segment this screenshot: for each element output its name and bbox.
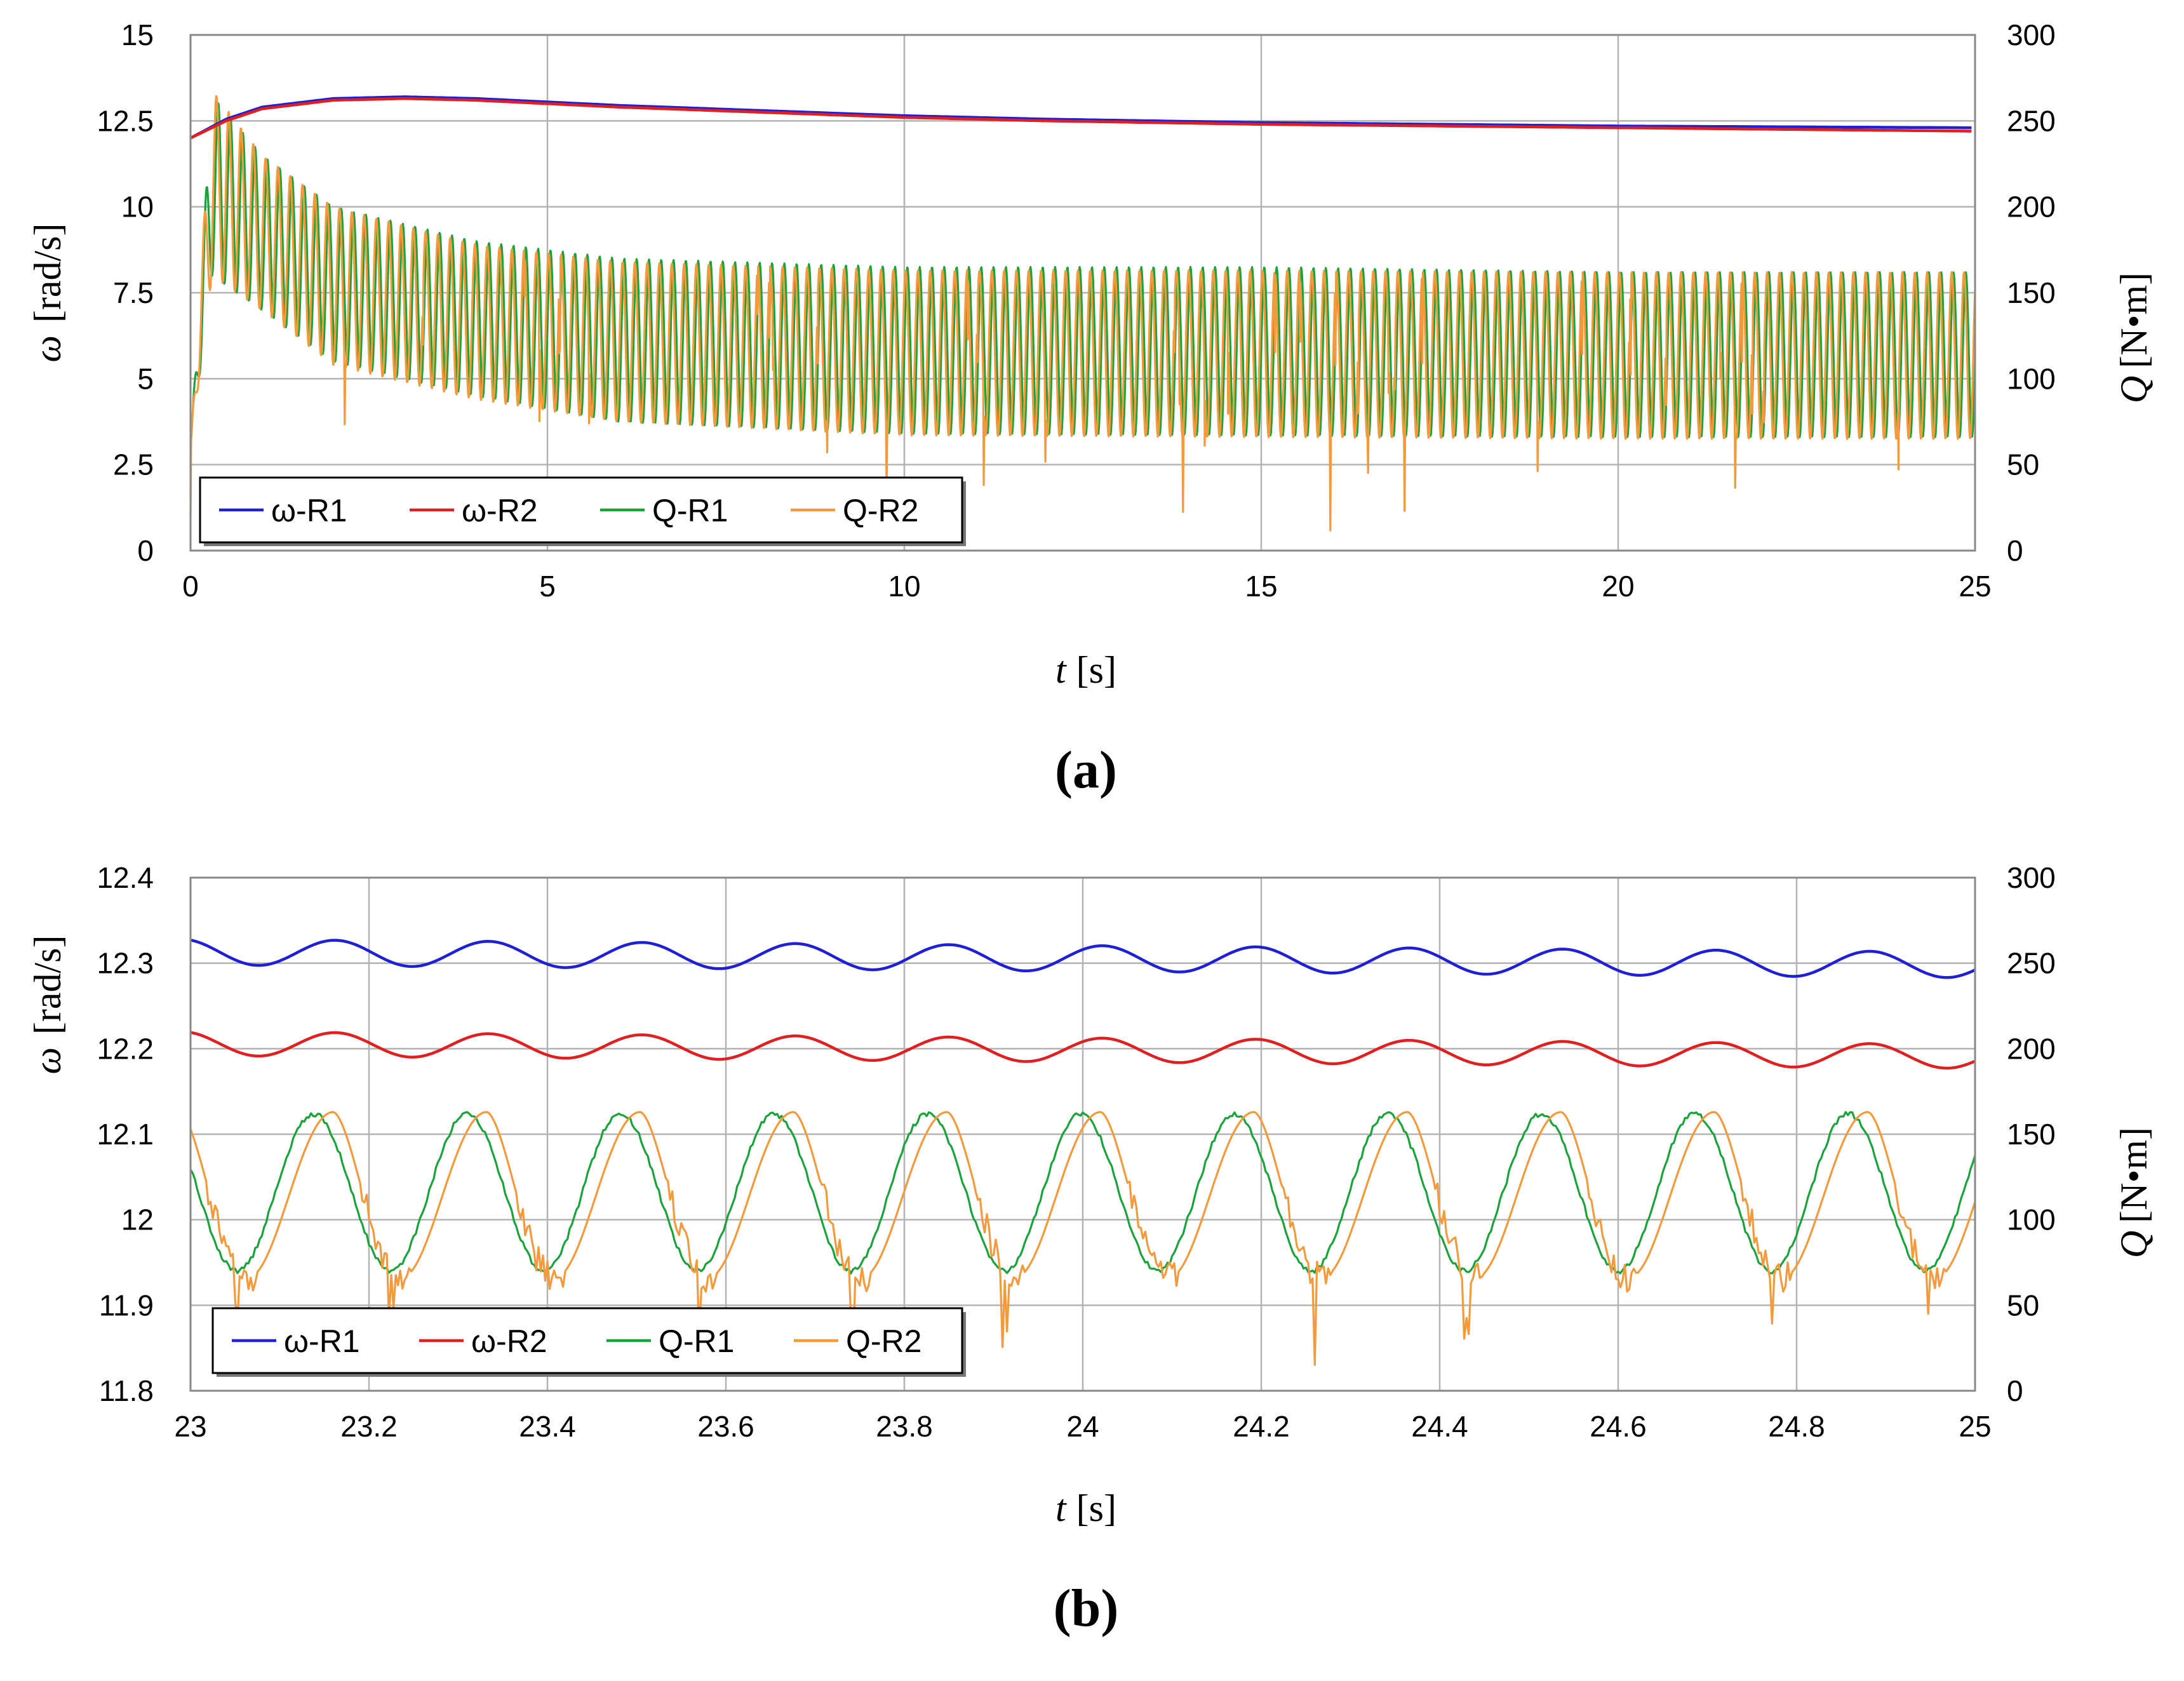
legend-label: Q-R1 xyxy=(652,493,728,528)
x-tick-label: 24.8 xyxy=(1768,1410,1825,1443)
series-line--r2 xyxy=(190,97,1972,140)
panel-caption-a: (a) xyxy=(1055,740,1117,800)
data-series xyxy=(189,95,1976,532)
y-right-tick-label: 250 xyxy=(2007,947,2056,980)
series-line--r1 xyxy=(190,939,1976,979)
legend: ω-R1 ω-R2 Q-R1 Q-R2 xyxy=(211,1307,966,1377)
y-right-tick-label: 150 xyxy=(2007,276,2056,309)
plot-frame xyxy=(189,34,1976,552)
y-left-unit: [rad/s] xyxy=(27,224,69,323)
x-tick-label: 23.8 xyxy=(876,1410,933,1443)
x-tick-label: 23.6 xyxy=(697,1410,754,1443)
y-right-unit: [N•m] xyxy=(2113,272,2155,368)
y-left-var: ω xyxy=(27,335,69,362)
svg-text:Q[N•m]: Q [N•m] xyxy=(2113,272,2155,403)
legend-label: ω-R2 xyxy=(471,1323,547,1359)
legend-label: Q-R2 xyxy=(846,1323,921,1359)
x-tick-label: 5 xyxy=(539,570,556,603)
chart-panel-a: 0 5 10 15 20 2502.557.51012.51505010015020025… xyxy=(27,18,2155,800)
y-left-var: ω xyxy=(27,1047,69,1074)
x-tick-label: 0 xyxy=(182,570,199,603)
y-left-axis-label: ω [rad/s] xyxy=(27,224,69,363)
y-left-tick-label: 12.2 xyxy=(97,1032,154,1065)
x-tick-label: 25 xyxy=(1959,570,1991,603)
tick-labels: 23 23.2 23.4 23.6 23.8 24 24.2 24.4 24.6 24.8 25 11… xyxy=(97,861,2055,1443)
x-unit: [s] xyxy=(1076,1487,1116,1529)
y-left-unit: [rad/s] xyxy=(27,935,69,1035)
y-left-tick-label: 5 xyxy=(137,362,154,395)
y-left-tick-label: 12.5 xyxy=(97,104,154,137)
x-tick-label: 15 xyxy=(1245,570,1277,603)
series-line--r2 xyxy=(190,1031,1976,1070)
y-right-tick-label: 0 xyxy=(2007,1374,2023,1407)
series-line--r1 xyxy=(189,95,1972,140)
x-tick-label: 23.4 xyxy=(519,1410,576,1443)
legend: ω-R1 ω-R2 Q-R1 Q-R2 xyxy=(199,476,966,546)
x-tick-label: 20 xyxy=(1602,570,1634,603)
y-right-tick-label: 200 xyxy=(2007,191,2056,224)
y-right-var: Q xyxy=(2113,1231,2155,1258)
y-left-tick-label: 11.8 xyxy=(99,1374,154,1407)
legend-label: ω-R1 xyxy=(271,493,347,528)
svg-text:Q[N•m]: Q [N•m] xyxy=(2113,1127,2155,1258)
y-right-tick-label: 50 xyxy=(2007,1289,2039,1322)
y-right-tick-label: 100 xyxy=(2007,362,2056,395)
legend-label: ω-R1 xyxy=(284,1323,360,1359)
x-axis-label: t [s] xyxy=(1055,1487,1116,1529)
y-right-tick-label: 250 xyxy=(2007,104,2056,137)
y-left-tick-label: 12 xyxy=(121,1203,154,1236)
x-axis-label: t [s] xyxy=(1055,649,1116,691)
y-right-tick-label: 100 xyxy=(2007,1203,2056,1236)
legend-label: ω-R2 xyxy=(462,493,538,528)
y-right-axis-label: Q [N•m] xyxy=(2113,272,2155,403)
y-left-tick-label: 7.5 xyxy=(113,276,154,309)
y-left-tick-label: 12.4 xyxy=(97,861,154,894)
y-right-tick-label: 150 xyxy=(2007,1118,2056,1151)
legend-label: Q-R2 xyxy=(843,493,918,528)
x-tick-label: 24.6 xyxy=(1590,1410,1647,1443)
y-right-tick-label: 300 xyxy=(2007,18,2056,51)
y-right-tick-label: 0 xyxy=(2007,534,2023,567)
y-right-tick-label: 300 xyxy=(2007,861,2056,894)
x-tick-label: 10 xyxy=(888,570,920,603)
tick-labels: 0 5 10 15 20 2502.557.51012.51505010015020025… xyxy=(97,18,2055,603)
panel-caption-b: (b) xyxy=(1054,1579,1119,1638)
y-right-axis-label: Q [N•m] xyxy=(2113,1127,2155,1258)
x-var: t xyxy=(1055,1487,1067,1529)
y-right-tick-label: 50 xyxy=(2007,448,2039,481)
x-tick-label: 24 xyxy=(1066,1410,1099,1443)
y-left-axis-label: ω [rad/s] xyxy=(27,935,69,1075)
plot-frame xyxy=(189,876,1976,1392)
x-tick-label: 23.2 xyxy=(340,1410,398,1443)
legend-label: Q-R1 xyxy=(659,1323,734,1359)
y-right-tick-label: 200 xyxy=(2007,1032,2056,1065)
y-left-tick-label: 12.3 xyxy=(97,947,154,980)
series-line-q-r1 xyxy=(189,1111,1976,1275)
svg-text:ω[rad/s]: ω [rad/s] xyxy=(27,224,69,363)
y-left-tick-label: 12.1 xyxy=(97,1118,154,1151)
y-left-tick-label: 0 xyxy=(137,534,154,567)
x-tick-label: 24.4 xyxy=(1411,1410,1468,1443)
y-right-var: Q xyxy=(2113,376,2155,403)
x-unit: [s] xyxy=(1076,649,1116,691)
chart-panel-b: 23 23.2 23.4 23.6 23.8 24 24.2 24.4 24.6 24.8 25 11… xyxy=(27,861,2155,1638)
series-line-q-r2 xyxy=(189,1111,1976,1366)
y-right-unit: [N•m] xyxy=(2113,1127,2155,1223)
x-tick-label: 23 xyxy=(174,1410,206,1443)
data-series xyxy=(189,939,1976,1366)
x-tick-label: 24.2 xyxy=(1233,1410,1290,1443)
series-line-q-r2 xyxy=(189,95,1976,532)
svg-text:ω[rad/s]: ω [rad/s] xyxy=(27,935,69,1075)
y-left-tick-label: 2.5 xyxy=(113,448,154,481)
y-left-tick-label: 11.9 xyxy=(99,1289,154,1322)
y-left-tick-label: 15 xyxy=(121,18,154,51)
y-left-tick-label: 10 xyxy=(121,191,154,224)
x-var: t xyxy=(1055,649,1067,691)
x-tick-label: 25 xyxy=(1959,1410,1991,1443)
